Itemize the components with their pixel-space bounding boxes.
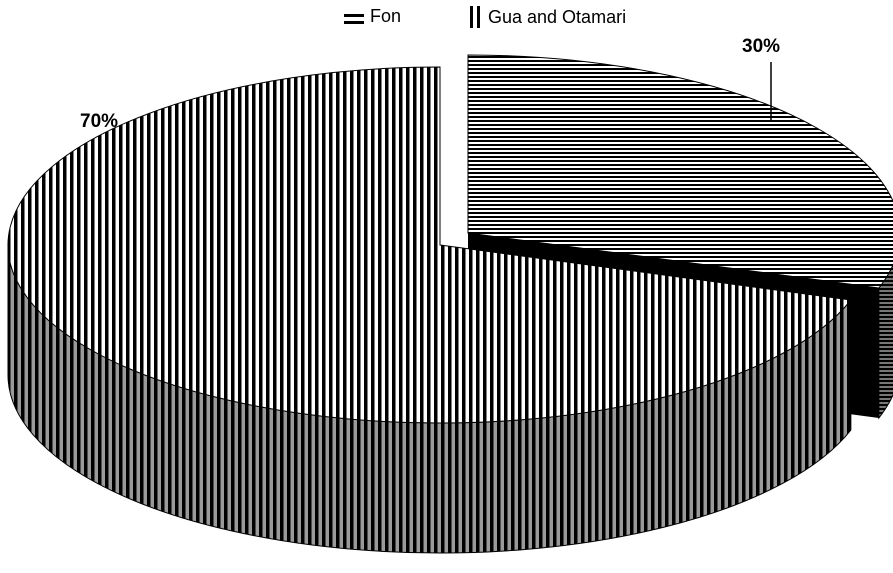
pie-side-fon xyxy=(878,263,893,420)
legend-label-gua-otamari: Gua and Otamari xyxy=(488,6,627,27)
legend-item-gua-otamari: Gua and Otamari xyxy=(470,6,626,28)
legend: Fon Gua and Otamari xyxy=(0,6,893,32)
pie-top-faces xyxy=(7,54,893,424)
pie-data-labels: 30% 70% xyxy=(80,36,780,132)
data-label-fon: 30% xyxy=(742,36,780,57)
pie-slice-fon xyxy=(467,54,893,289)
horizontal-lines-swatch-icon xyxy=(344,9,364,24)
legend-item-fon: Fon xyxy=(344,6,401,27)
legend-label-fon: Fon xyxy=(370,6,402,26)
data-label-gua-otamari: 70% xyxy=(80,111,118,132)
pie-slice-gua-otamari xyxy=(7,66,852,424)
vertical-lines-swatch-icon xyxy=(470,6,482,28)
